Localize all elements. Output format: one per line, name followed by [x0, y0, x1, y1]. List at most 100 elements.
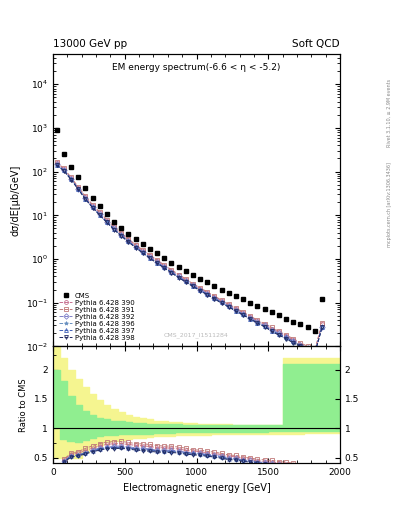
Pythia 6.428 392	[277, 330, 281, 336]
Pythia 6.428 397	[270, 328, 274, 334]
CMS	[198, 276, 202, 282]
Pythia 6.428 390	[205, 290, 209, 296]
Pythia 6.428 396	[83, 196, 88, 202]
Pythia 6.428 390	[233, 306, 238, 312]
CMS	[126, 230, 131, 237]
CMS	[184, 268, 188, 274]
Pythia 6.428 396	[298, 343, 303, 349]
Pythia 6.428 396	[320, 325, 324, 331]
Pythia 6.428 397	[320, 324, 324, 330]
CMS	[248, 300, 253, 306]
Y-axis label: Ratio to CMS: Ratio to CMS	[19, 378, 28, 432]
Pythia 6.428 396	[312, 350, 317, 356]
Pythia 6.428 397	[112, 226, 116, 232]
Pythia 6.428 392	[320, 324, 324, 330]
Pythia 6.428 392	[54, 161, 59, 167]
Pythia 6.428 390	[291, 337, 296, 343]
Legend: CMS, Pythia 6.428 390, Pythia 6.428 391, Pythia 6.428 392, Pythia 6.428 396, Pyt: CMS, Pythia 6.428 390, Pythia 6.428 391,…	[57, 290, 136, 343]
Pythia 6.428 392	[298, 342, 303, 348]
Pythia 6.428 392	[184, 278, 188, 284]
Pythia 6.428 390	[305, 345, 310, 351]
Pythia 6.428 397	[176, 274, 181, 280]
Pythia 6.428 397	[241, 311, 246, 317]
Pythia 6.428 390	[90, 203, 95, 209]
Pythia 6.428 398	[320, 325, 324, 331]
Pythia 6.428 398	[184, 279, 188, 285]
Pythia 6.428 398	[126, 239, 131, 245]
CMS	[112, 219, 116, 225]
Pythia 6.428 397	[119, 232, 123, 239]
Pythia 6.428 390	[126, 237, 131, 243]
Pythia 6.428 391	[126, 236, 131, 242]
CMS	[305, 325, 310, 331]
Pythia 6.428 390	[284, 333, 288, 339]
Pythia 6.428 392	[219, 299, 224, 305]
Pythia 6.428 392	[241, 311, 246, 317]
CMS	[226, 289, 231, 295]
Pythia 6.428 396	[233, 308, 238, 314]
Pythia 6.428 391	[248, 313, 253, 319]
Pythia 6.428 391	[233, 305, 238, 311]
Pythia 6.428 391	[140, 247, 145, 253]
Pythia 6.428 392	[305, 345, 310, 351]
Text: mcplots.cern.ch [arXiv:1306.3436]: mcplots.cern.ch [arXiv:1306.3436]	[387, 162, 392, 247]
Pythia 6.428 392	[284, 334, 288, 340]
Pythia 6.428 391	[90, 202, 95, 208]
X-axis label: Electromagnetic energy [GeV]: Electromagnetic energy [GeV]	[123, 483, 270, 493]
Pythia 6.428 396	[169, 269, 174, 275]
Pythia 6.428 396	[248, 316, 253, 322]
Pythia 6.428 392	[270, 327, 274, 333]
CMS	[119, 225, 123, 231]
Pythia 6.428 391	[184, 276, 188, 282]
CMS	[205, 280, 209, 286]
Pythia 6.428 392	[191, 282, 195, 288]
CMS	[241, 296, 246, 302]
Pythia 6.428 396	[270, 328, 274, 334]
Pythia 6.428 396	[112, 226, 116, 232]
Pythia 6.428 398	[105, 220, 109, 226]
CMS	[320, 296, 324, 302]
Pythia 6.428 392	[112, 225, 116, 231]
Pythia 6.428 391	[76, 184, 81, 190]
Text: Soft QCD: Soft QCD	[292, 38, 340, 49]
Pythia 6.428 398	[61, 168, 66, 174]
Pythia 6.428 397	[262, 323, 267, 329]
CMS	[212, 283, 217, 289]
CMS	[90, 195, 95, 201]
Text: EM energy spectrum(-6.6 < η < -5.2): EM energy spectrum(-6.6 < η < -5.2)	[112, 62, 281, 72]
CMS	[83, 185, 88, 191]
Pythia 6.428 392	[140, 249, 145, 255]
Pythia 6.428 398	[233, 308, 238, 314]
Pythia 6.428 390	[140, 248, 145, 254]
Pythia 6.428 396	[198, 287, 202, 293]
Pythia 6.428 397	[298, 343, 303, 349]
Pythia 6.428 390	[226, 302, 231, 308]
Pythia 6.428 391	[191, 281, 195, 287]
Pythia 6.428 392	[198, 286, 202, 292]
Pythia 6.428 390	[248, 314, 253, 320]
CMS	[270, 309, 274, 315]
Pythia 6.428 397	[97, 211, 102, 218]
Pythia 6.428 397	[226, 303, 231, 309]
Pythia 6.428 391	[83, 193, 88, 199]
Pythia 6.428 396	[226, 304, 231, 310]
Pythia 6.428 392	[262, 323, 267, 329]
Pythia 6.428 398	[140, 250, 145, 256]
Pythia 6.428 390	[320, 321, 324, 327]
Pythia 6.428 398	[298, 343, 303, 349]
Pythia 6.428 396	[291, 340, 296, 346]
Pythia 6.428 390	[270, 326, 274, 332]
Pythia 6.428 391	[262, 321, 267, 327]
CMS	[61, 151, 66, 157]
Pythia 6.428 396	[147, 255, 152, 261]
Pythia 6.428 397	[155, 260, 160, 266]
Pythia 6.428 397	[219, 300, 224, 306]
Pythia 6.428 398	[54, 162, 59, 168]
Pythia 6.428 396	[76, 186, 81, 192]
Pythia 6.428 396	[184, 279, 188, 285]
CMS	[133, 236, 138, 242]
Pythia 6.428 390	[198, 286, 202, 292]
Pythia 6.428 396	[54, 162, 59, 168]
Pythia 6.428 392	[255, 319, 260, 325]
Pythia 6.428 392	[133, 243, 138, 249]
